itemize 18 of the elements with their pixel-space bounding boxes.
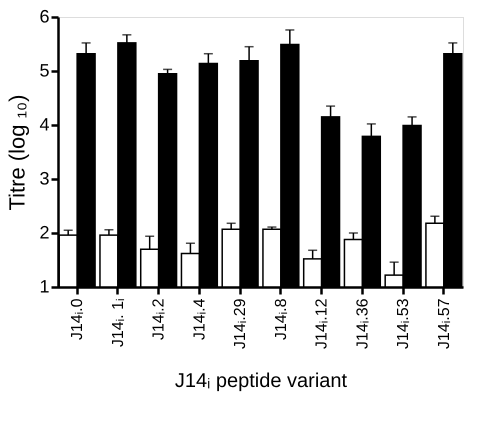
x-tick-label: J14ᵢ.29 [232, 298, 250, 350]
y-tick-label: 2 [39, 222, 50, 242]
y-tick-label: 4 [39, 114, 50, 134]
x-tick-label: J14ᵢ. 1ᵢ [110, 298, 127, 348]
x-tick-label: J14ᵢ.4 [191, 298, 208, 340]
x-tick-label: J14ᵢ.53 [395, 298, 412, 350]
y-tick-label: 3 [39, 168, 50, 188]
x-tick-label: J14ᵢ.57 [436, 298, 453, 350]
x-tick-label: J14ᵢ.36 [354, 298, 372, 350]
y-axis-title: Titre (log ₁₀) [4, 94, 30, 210]
x-tick-label: J14ᵢ.2 [150, 298, 168, 340]
x-tick-label: J14ᵢ.0 [69, 298, 86, 340]
x-tick-label: J14ᵢ.8 [272, 298, 290, 340]
y-tick-label: 5 [39, 60, 50, 80]
y-tick-label: 6 [39, 6, 50, 26]
x-tick-label: J14ᵢ.12 [314, 298, 331, 350]
y-tick-label: 1 [39, 276, 50, 296]
x-axis-title: J14ᵢ peptide variant [174, 370, 348, 392]
